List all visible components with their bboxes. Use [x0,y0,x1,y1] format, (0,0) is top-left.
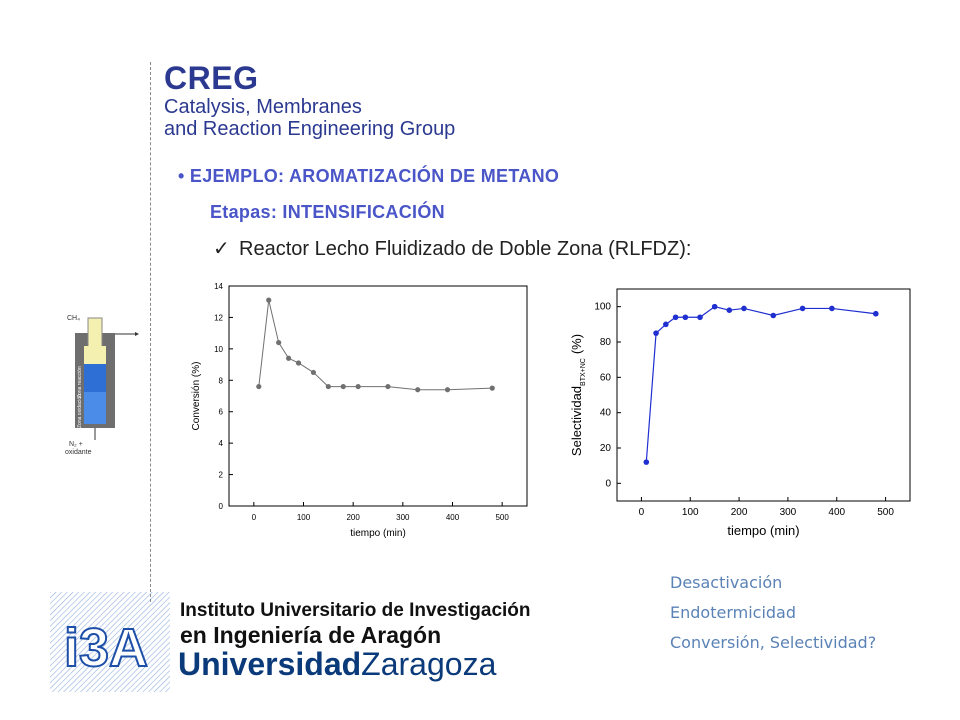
note-deactivation: Desactivación [670,573,783,592]
data-point [256,383,262,390]
x-tick-label: 100 [297,513,311,522]
y-tick-label: 8 [219,376,224,385]
note-conversion-selectivity: Conversión, Selectividad? [670,633,877,652]
logo-hatch [50,592,170,692]
y-tick-label: 4 [219,439,224,448]
creg-logo: CREG [164,60,259,96]
x-tick-label: 500 [877,507,894,518]
series-line [258,300,493,391]
bottom-label-2: oxidante [65,449,92,456]
data-point [682,314,689,321]
y-tick-label: 20 [600,443,612,454]
x-tick-label: 200 [731,507,748,518]
note-endothermicity: Endotermicidad [670,603,796,622]
reactor-freeboard [84,346,106,364]
university-name: UniversidadZaragoza [178,646,496,683]
selectivity-chart: 0 100 200 300 400 500 0 20 40 60 80 100 tiempo (min)… [569,288,911,538]
y-tick-label: 0 [219,502,224,511]
institute-line2: en Ingeniería de Aragón [180,622,442,648]
series-line [645,306,876,463]
data-point [741,305,747,312]
institute-line1: Instituto Universitario de Investigación [180,600,531,621]
data-point [829,305,835,312]
data-point [770,312,777,319]
x-tick-label: 0 [639,507,645,518]
university-light: Zaragoza [361,646,497,682]
creg-subtitle-line2: and Reaction Engineering Group [164,118,456,140]
data-point [310,369,317,376]
vertical-divider [150,62,151,602]
y-axis-label-subscript: BTX+NC [580,358,587,386]
y-tick-label: 100 [594,302,611,313]
data-point [643,459,650,465]
data-point [266,297,272,303]
x-axis-label: tiempo (min) [727,523,799,538]
y-tick-label: 0 [605,478,611,489]
data-point [276,339,282,346]
y-tick-label: 14 [214,282,223,291]
heading: • EJEMPLO: AROMATIZACIÓN DE METANO [178,166,559,187]
x-tick-label: 0 [252,513,257,522]
x-tick-label: 300 [780,507,797,518]
y-tick-label: 40 [600,408,612,419]
x-tick-label: 400 [828,507,845,518]
y-tick-label: 10 [214,345,223,354]
data-point [355,383,361,390]
data-point [653,330,659,336]
i3a-logo-text: i3A [64,618,148,678]
y-tick-label: 80 [600,337,612,348]
reactor-top-tube [87,317,103,351]
checkmark-icon: ✓ [213,238,230,260]
data-point [286,355,292,361]
plot-frame [616,288,911,502]
data-point [489,385,495,391]
check-item: ✓ Reactor Lecho Fluidizado de Doble Zona … [213,236,691,261]
x-tick-label: 100 [682,507,699,518]
y-axis-label: SelectividadBTX+NC(%) [569,334,587,456]
y-axis-label-unit: (%) [569,334,584,354]
data-point [444,387,451,393]
data-point [385,383,391,390]
zone-upper-label: Zona reacción [77,366,83,398]
data-point [663,321,669,328]
data-point [711,303,718,310]
conversion-chart: 0 100 200 300 400 500 0 2 4 6 8 10 12 14 tiempo (min) C… [191,282,528,539]
data-point [325,383,331,390]
check-item-text: Reactor Lecho Fluidizado de Doble Zona (… [239,238,692,260]
plot-frame [228,285,528,507]
reactor-diagram: CH₄ Zona reacción Zona oxidación N₂ + ox… [65,315,139,456]
x-tick-label: 300 [396,513,410,522]
data-point [873,310,879,317]
i3a-logo: i3A [50,592,170,692]
zone-lower-label: Zona oxidación [77,394,83,428]
creg-subtitle-line1: Catalysis, Membranes [164,96,362,118]
y-tick-label: 6 [219,408,224,417]
data-point [340,383,346,390]
ch4-label: CH₄ [67,315,80,322]
data-point [415,387,421,393]
x-tick-label: 400 [446,513,460,522]
stage-label: Etapas: INTENSIFICACIÓN [210,202,445,222]
y-tick-label: 12 [214,313,223,322]
y-axis-label: Conversión (%) [191,362,202,431]
data-point [726,307,733,313]
data-point [295,360,302,366]
x-axis-label: tiempo (min) [350,528,406,539]
reactor-lower-bed [84,392,106,424]
x-tick-label: 500 [495,513,509,522]
data-point [697,314,703,321]
data-point [799,305,806,312]
heading-text: EJEMPLO: AROMATIZACIÓN DE METANO [189,166,560,186]
y-tick-label: 2 [219,471,224,480]
outlet-arrow-icon [135,332,139,336]
bottom-label-1: N₂ + [69,441,83,448]
data-point [672,314,679,321]
x-tick-label: 200 [346,513,360,522]
y-tick-label: 60 [600,372,612,383]
bullet-icon: • [178,166,185,186]
university-bold: Universidad [178,646,362,682]
